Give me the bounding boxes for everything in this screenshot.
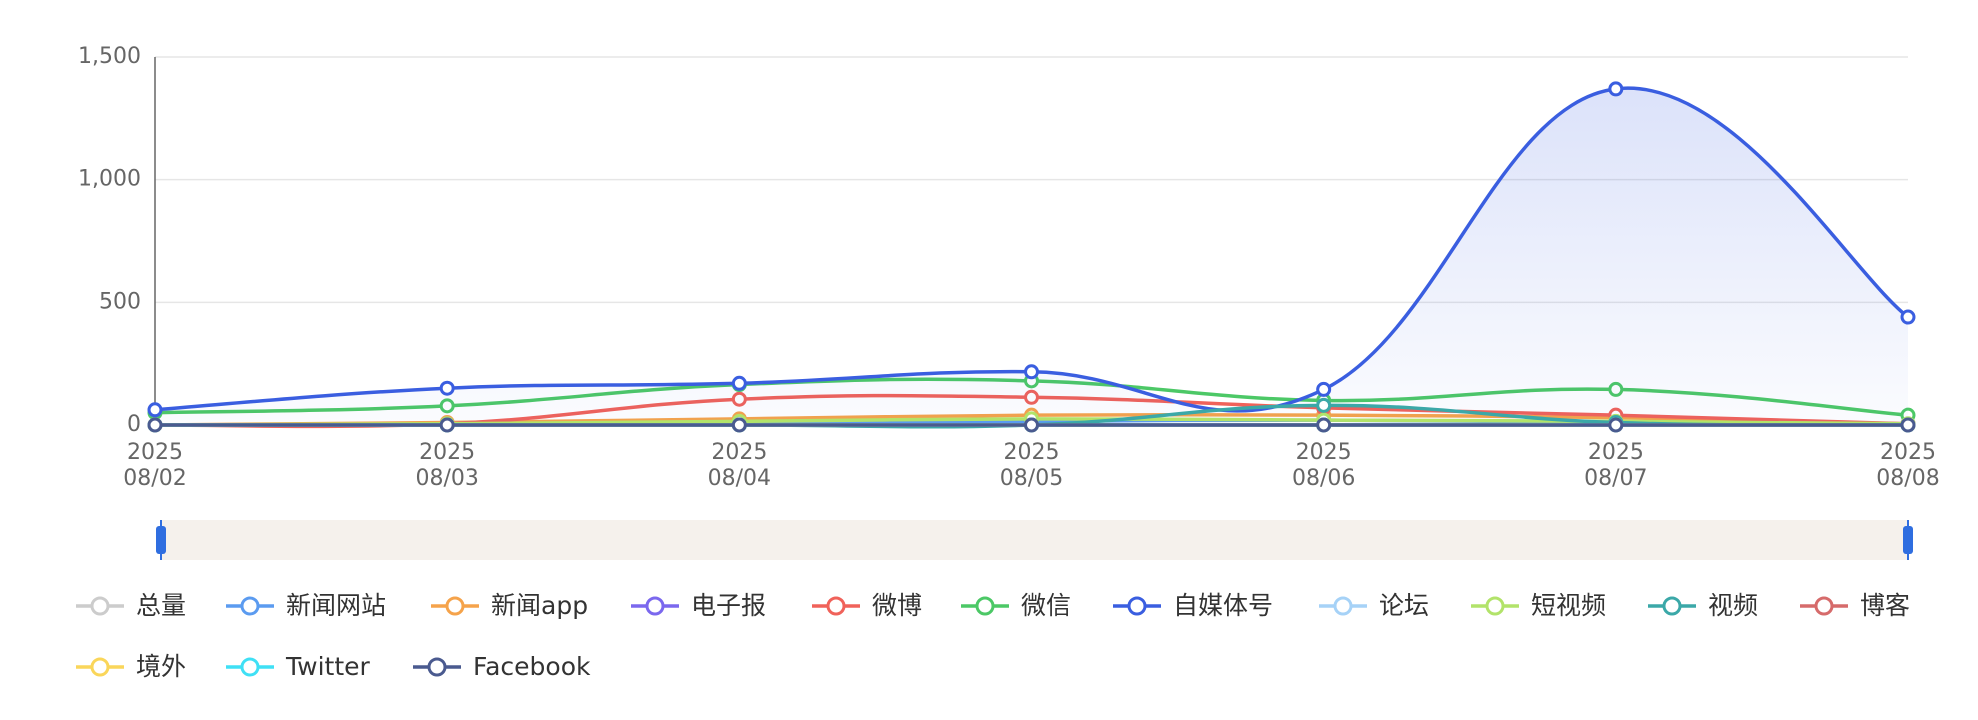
point <box>147 402 163 418</box>
legend-symbol <box>240 657 260 677</box>
legend-symbol <box>645 596 665 616</box>
legend-item[interactable]: 论坛 <box>1319 591 1429 620</box>
x-tick-label: 2025 08/06 <box>1292 440 1355 491</box>
legend-label: 论坛 <box>1379 591 1429 620</box>
legend-symbol <box>427 657 447 677</box>
x-tick-label: 2025 08/08 <box>1876 440 1939 491</box>
legend-label: 新闻网站 <box>286 591 386 620</box>
point <box>1024 417 1039 433</box>
legend-label: 视频 <box>1708 591 1758 620</box>
point <box>147 417 163 433</box>
legend-item[interactable]: Twitter <box>226 652 371 681</box>
legend-item[interactable]: 总量 <box>76 591 186 620</box>
legend-symbol <box>826 596 846 616</box>
legend-symbol <box>1127 596 1147 616</box>
legend-item[interactable]: 自媒体号 <box>1113 591 1273 620</box>
legend-symbol <box>975 596 995 616</box>
legend-label: Facebook <box>473 652 591 681</box>
legend-label: 新闻app <box>491 591 588 620</box>
legend-symbol <box>90 596 110 616</box>
area <box>155 88 1908 425</box>
point <box>731 417 747 433</box>
data-zoom[interactable] <box>156 520 1913 560</box>
legend-item[interactable]: 境外 <box>76 652 186 681</box>
point <box>1900 417 1916 433</box>
legend-label: 博客 <box>1860 591 1910 620</box>
point <box>1316 381 1332 397</box>
legend-symbol <box>1662 596 1682 616</box>
legend-item[interactable]: 短视频 <box>1471 591 1606 620</box>
legend-label: 电子报 <box>691 591 766 620</box>
legend-item[interactable]: 视频 <box>1648 591 1758 620</box>
legend-label: Twitter <box>285 652 371 681</box>
legend-item[interactable]: 博客 <box>1800 591 1910 620</box>
point <box>1316 417 1332 433</box>
point <box>1316 397 1332 413</box>
legend-label: 微信 <box>1021 591 1071 620</box>
legend-label: 自媒体号 <box>1173 591 1273 620</box>
point <box>1900 309 1916 325</box>
legend-item[interactable]: 新闻网站 <box>226 591 386 620</box>
legend-symbol <box>1485 596 1505 616</box>
legend-symbol <box>1814 596 1834 616</box>
x-tick-label: 2025 08/05 <box>1000 440 1063 491</box>
point <box>1024 364 1039 380</box>
legend-label: 境外 <box>136 652 186 681</box>
x-tick-label: 2025 08/04 <box>708 440 771 491</box>
legend-item[interactable]: 新闻app <box>431 591 588 620</box>
point <box>1608 417 1624 433</box>
legend-label: 总量 <box>136 591 186 620</box>
zoom-track <box>161 520 1908 560</box>
x-tick-label: 2025 08/02 <box>123 440 186 491</box>
legend-symbol <box>90 657 110 677</box>
point <box>1608 81 1624 97</box>
legend-item[interactable]: 电子报 <box>631 591 766 620</box>
legend-symbol <box>445 596 465 616</box>
y-tick-label: 0 <box>127 412 141 437</box>
legend-symbol <box>1333 596 1353 616</box>
point <box>731 375 747 391</box>
x-tick-label: 2025 08/03 <box>415 440 478 491</box>
point <box>439 417 455 433</box>
legend-item[interactable]: Facebook <box>413 652 591 681</box>
legend-symbol <box>240 596 260 616</box>
legend-item[interactable]: 微信 <box>961 591 1071 620</box>
legend-label: 微博 <box>872 591 922 620</box>
y-tick-label: 1,500 <box>78 44 141 69</box>
y-tick-label: 500 <box>99 289 141 314</box>
legend-item[interactable]: 微博 <box>812 591 922 620</box>
point <box>439 380 455 396</box>
legend-label: 短视频 <box>1531 591 1606 620</box>
x-tick-label: 2025 08/07 <box>1584 440 1647 491</box>
series-line <box>154 86 1910 413</box>
y-tick-label: 1,000 <box>78 167 141 192</box>
